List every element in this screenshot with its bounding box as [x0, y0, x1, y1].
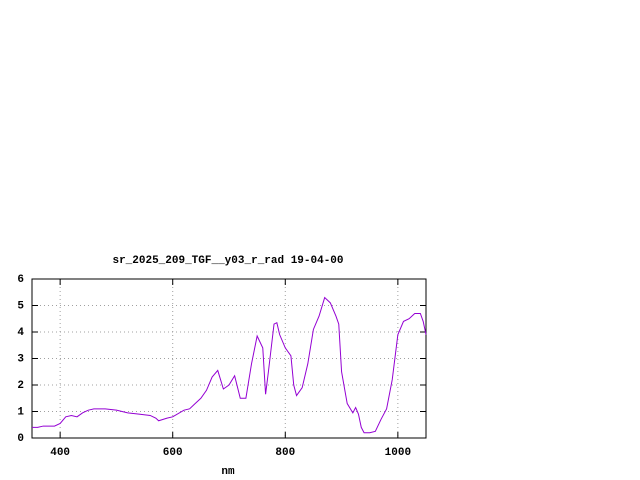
y-tick-label: 1	[17, 406, 24, 418]
x-tick-label: 800	[275, 447, 295, 459]
y-tick-label: 2	[17, 380, 24, 392]
x-axis-label: nm	[221, 466, 235, 478]
data-line	[32, 296, 427, 434]
y-tick-label: 5	[17, 300, 24, 312]
y-tick-label: 4	[17, 327, 24, 339]
plot-border	[31, 278, 427, 439]
chart-title: sr_2025_209_TGF__y03_r_rad 19-04-00	[112, 255, 343, 267]
y-tick-label: 6	[17, 274, 24, 286]
y-tick-label: 3	[17, 353, 24, 365]
x-tick-label: 1000	[385, 447, 411, 459]
x-tick-label: 600	[163, 447, 183, 459]
x-tick-label: 400	[50, 447, 70, 459]
y-tick-label: 0	[17, 433, 24, 445]
